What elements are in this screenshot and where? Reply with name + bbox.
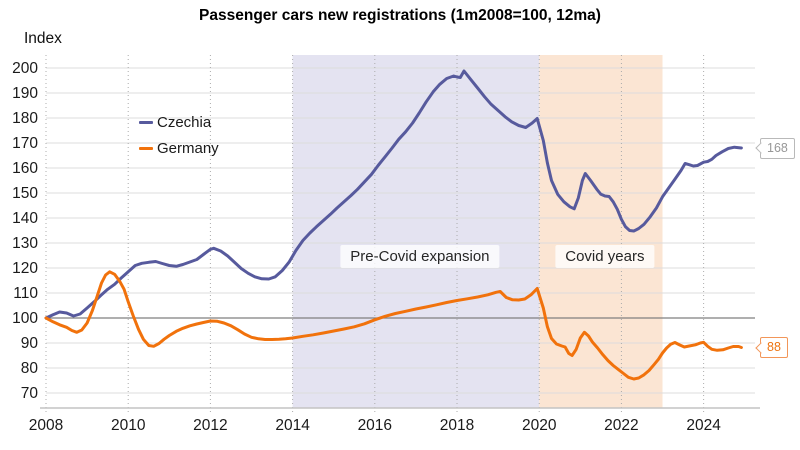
y-axis-unit-label: Index [24, 30, 62, 47]
y-tick-label: 80 [21, 360, 39, 377]
x-tick-label: 2022 [604, 417, 638, 434]
x-tick-label: 2010 [111, 417, 146, 434]
czechia-end-value-callout: 168 [760, 137, 795, 159]
legend-label-germany: Germany [157, 139, 219, 157]
czechia-end-value: 168 [767, 140, 788, 155]
y-tick-label: 120 [12, 260, 38, 277]
czechia-line [44, 69, 743, 320]
y-tick-label: 70 [21, 385, 39, 402]
y-tick-label: 100 [12, 310, 38, 327]
x-tick-label: 2020 [522, 417, 557, 434]
x-tick-label: 2014 [275, 417, 310, 434]
chart-title: Passenger cars new registrations (1m2008… [199, 7, 601, 24]
y-tick-label: 200 [12, 60, 38, 77]
germany-end-value: 88 [767, 340, 781, 354]
germany-line [44, 270, 743, 381]
y-tick-label: 190 [12, 85, 38, 102]
y-tick-label: 160 [12, 160, 38, 177]
legend-item-czechia: Czechia [139, 109, 219, 135]
czechia-line-swatch [139, 120, 153, 124]
y-tick-label: 170 [12, 135, 38, 152]
legend: Czechia Germany [139, 109, 219, 161]
legend-item-germany: Germany [139, 135, 219, 161]
y-tick-label: 140 [12, 210, 38, 227]
germany-end-value-callout: 88 [760, 337, 788, 358]
y-tick-label: 90 [21, 335, 39, 352]
x-tick-label: 2016 [358, 417, 392, 434]
germany-line-swatch [139, 146, 153, 150]
x-tick-label: 2024 [686, 417, 721, 434]
annotation-covid-years: Covid years [555, 245, 655, 268]
annotation-pre-covid-expansion: Pre-Covid expansion [340, 245, 500, 268]
legend-label-czechia: Czechia [157, 113, 212, 131]
x-tick-label: 2012 [193, 417, 227, 434]
y-tick-label: 130 [12, 235, 38, 252]
y-tick-label: 180 [12, 110, 38, 127]
x-tick-label: 2008 [29, 417, 63, 434]
x-tick-label: 2018 [440, 417, 474, 434]
y-tick-label: 150 [12, 185, 38, 202]
shaded-region-0 [292, 55, 540, 408]
shaded-region-1 [539, 55, 663, 408]
y-tick-label: 110 [13, 285, 38, 302]
